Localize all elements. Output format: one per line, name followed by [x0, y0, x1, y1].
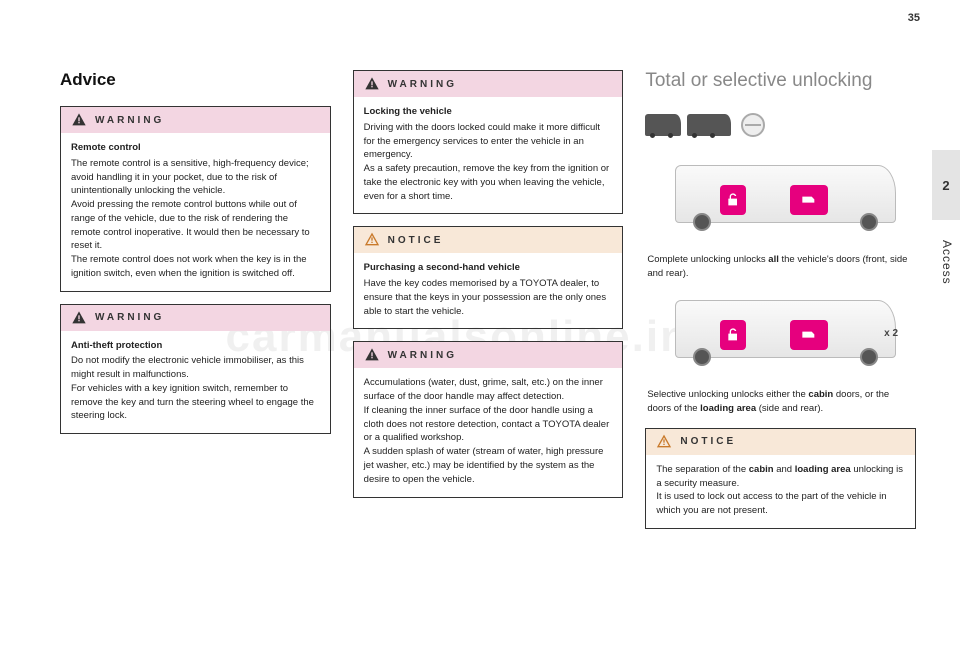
wheel-icon	[860, 213, 878, 231]
van-variant-icon	[645, 114, 681, 136]
wheel-icon	[693, 348, 711, 366]
warning-icon	[71, 310, 87, 326]
warning-text: Do not modify the electronic vehicle imm…	[71, 355, 304, 380]
wheel-icon	[693, 213, 711, 231]
notice-label: NOTICE	[388, 235, 444, 246]
warning-text: For vehicles with a key ignition switch,…	[71, 383, 314, 422]
warning-label: WARNING	[95, 115, 164, 126]
warning-box-accumulations: WARNING Accumulations (water, dust, grim…	[353, 341, 624, 497]
warning-label: WARNING	[95, 312, 164, 323]
warning-text: The remote control does not work when th…	[71, 254, 307, 279]
warning-subhead: Remote control	[71, 141, 320, 155]
page-number: 35	[908, 12, 920, 24]
x2-label: x 2	[884, 328, 898, 339]
unlock-badge	[790, 185, 828, 215]
chapter-tab: 2	[932, 150, 960, 220]
warning-text: Accumulations (water, dust, grime, salt,…	[364, 377, 603, 402]
warning-subhead: Anti-theft protection	[71, 339, 320, 353]
chapter-label: Access	[940, 240, 954, 285]
column-left: Advice WARNING Remote control The remote…	[60, 70, 331, 629]
warning-body: Locking the vehicle Driving with the doo…	[354, 97, 623, 213]
notice-label: NOTICE	[680, 436, 736, 447]
warning-header: WARNING	[61, 107, 330, 133]
notice-text: Have the key codes memorised by a TOYOTA…	[364, 278, 606, 317]
warning-box-locking: WARNING Locking the vehicle Driving with…	[353, 70, 624, 214]
notice-box-secondhand: NOTICE Purchasing a second-hand vehicle …	[353, 226, 624, 329]
warning-text: As a safety precaution, remove the key f…	[364, 163, 610, 202]
body-text: Selective unlocking unlocks either the c…	[645, 388, 916, 416]
notice-icon	[364, 232, 380, 248]
unlock-badge	[720, 185, 746, 215]
unlock-badge	[720, 320, 746, 350]
warning-icon	[364, 347, 380, 363]
heading-advice: Advice	[60, 70, 331, 90]
van-variant-icon	[687, 114, 731, 136]
warning-body: Remote control The remote control is a s…	[61, 133, 330, 291]
warning-label: WARNING	[388, 350, 457, 361]
chapter-number: 2	[942, 178, 949, 193]
steering-wheel-icon	[741, 113, 765, 137]
van-rear-icon	[801, 192, 817, 208]
column-right: Total or selective unlocking Complete un…	[645, 70, 916, 629]
van-figure-total-unlock	[645, 157, 916, 235]
warning-text: A sudden splash of water (stream of wate…	[364, 446, 604, 485]
warning-box-antitheft: WARNING Anti-theft protection Do not mod…	[60, 304, 331, 435]
warning-box-remote: WARNING Remote control The remote contro…	[60, 106, 331, 292]
page-content: Advice WARNING Remote control The remote…	[60, 70, 916, 629]
notice-body: The separation of the cabin and loading …	[646, 455, 915, 528]
body-text: Complete unlocking unlocks all the vehic…	[645, 253, 916, 281]
notice-box-separation: NOTICE The separation of the cabin and l…	[645, 428, 916, 529]
column-middle: WARNING Locking the vehicle Driving with…	[353, 70, 624, 629]
notice-icon	[656, 434, 672, 450]
warning-text: If cleaning the inner surface of the doo…	[364, 405, 610, 444]
variant-icon-row	[645, 113, 916, 137]
warning-subhead: Locking the vehicle	[364, 105, 613, 119]
notice-header: NOTICE	[354, 227, 623, 253]
warning-text: Driving with the doors locked could make…	[364, 122, 600, 161]
warning-body: Accumulations (water, dust, grime, salt,…	[354, 368, 623, 496]
warning-header: WARNING	[61, 305, 330, 331]
van-figure-selective-unlock: x 2	[645, 292, 916, 370]
notice-body: Purchasing a second-hand vehicle Have th…	[354, 253, 623, 328]
notice-subhead: Purchasing a second-hand vehicle	[364, 261, 613, 275]
warning-header: WARNING	[354, 342, 623, 368]
unlock-icon	[725, 192, 741, 208]
warning-icon	[71, 112, 87, 128]
warning-body: Anti-theft protection Do not modify the …	[61, 331, 330, 434]
unlock-badge	[790, 320, 828, 350]
van-rear-icon	[801, 327, 817, 343]
warning-text: The remote control is a sensitive, high-…	[71, 158, 309, 197]
unlock-icon	[725, 327, 741, 343]
heading-unlocking: Total or selective unlocking	[645, 70, 916, 93]
warning-text: Avoid pressing the remote control button…	[71, 199, 310, 251]
warning-header: WARNING	[354, 71, 623, 97]
wheel-icon	[860, 348, 878, 366]
warning-label: WARNING	[388, 79, 457, 90]
warning-icon	[364, 76, 380, 92]
notice-header: NOTICE	[646, 429, 915, 455]
